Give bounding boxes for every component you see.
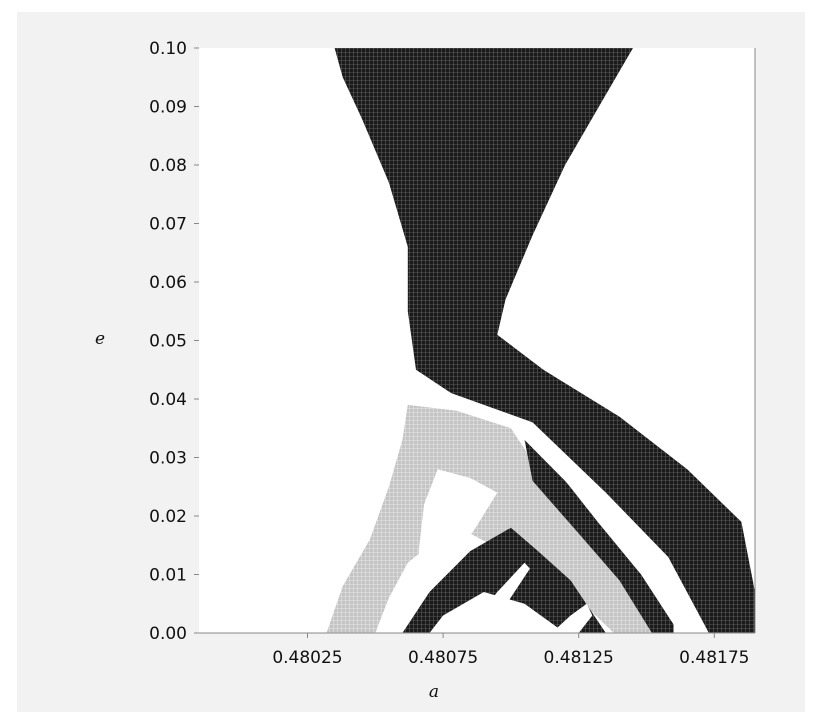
y-tick-label: 0.02 [149,507,187,527]
y-tick-label: 0.01 [149,566,187,586]
x-tick-label: 0.48125 [544,648,614,668]
y-tick-label: 0.09 [149,98,187,118]
region-dark-3 [402,527,606,633]
x-tick-label: 0.48025 [272,648,342,668]
region-dark-1 [334,48,755,633]
point-regions [326,48,755,633]
y-tick-label: 0.05 [149,332,187,352]
ae-stability-map: 0.00 0.01 0.02 0.03 0.04 0.05 0.06 0.07 0.08 0.09… [95,39,756,702]
y-tick-label: 0.08 [149,156,187,176]
y-axis-label: e [95,329,105,349]
x-tick-label: 0.48175 [679,648,749,668]
region-white-7 [464,562,530,633]
y-axis: 0.00 0.01 0.02 0.03 0.04 0.05 0.06 0.07 0.08 0.09… [149,39,199,644]
region-white-6 [543,439,696,633]
y-tick-label: 0.00 [149,624,187,644]
region-white-8 [551,603,593,633]
chart-panel: 0.00 0.01 0.02 0.03 0.04 0.05 0.06 0.07 0.08 0.09… [17,12,805,712]
y-tick-label: 0.07 [149,215,187,235]
x-tick-label: 0.48075 [408,648,478,668]
y-tick-label: 0.10 [149,39,187,59]
region-light-2 [326,404,674,633]
y-tick-label: 0.03 [149,449,187,469]
x-axis: 0.48025 0.48075 0.48125 0.48175 [272,633,749,668]
region-white-5 [418,469,498,581]
x-axis-label: a [429,682,439,702]
y-tick-label: 0.04 [149,390,187,410]
y-tick-label: 0.06 [149,273,187,293]
region-dark-4 [524,439,674,633]
